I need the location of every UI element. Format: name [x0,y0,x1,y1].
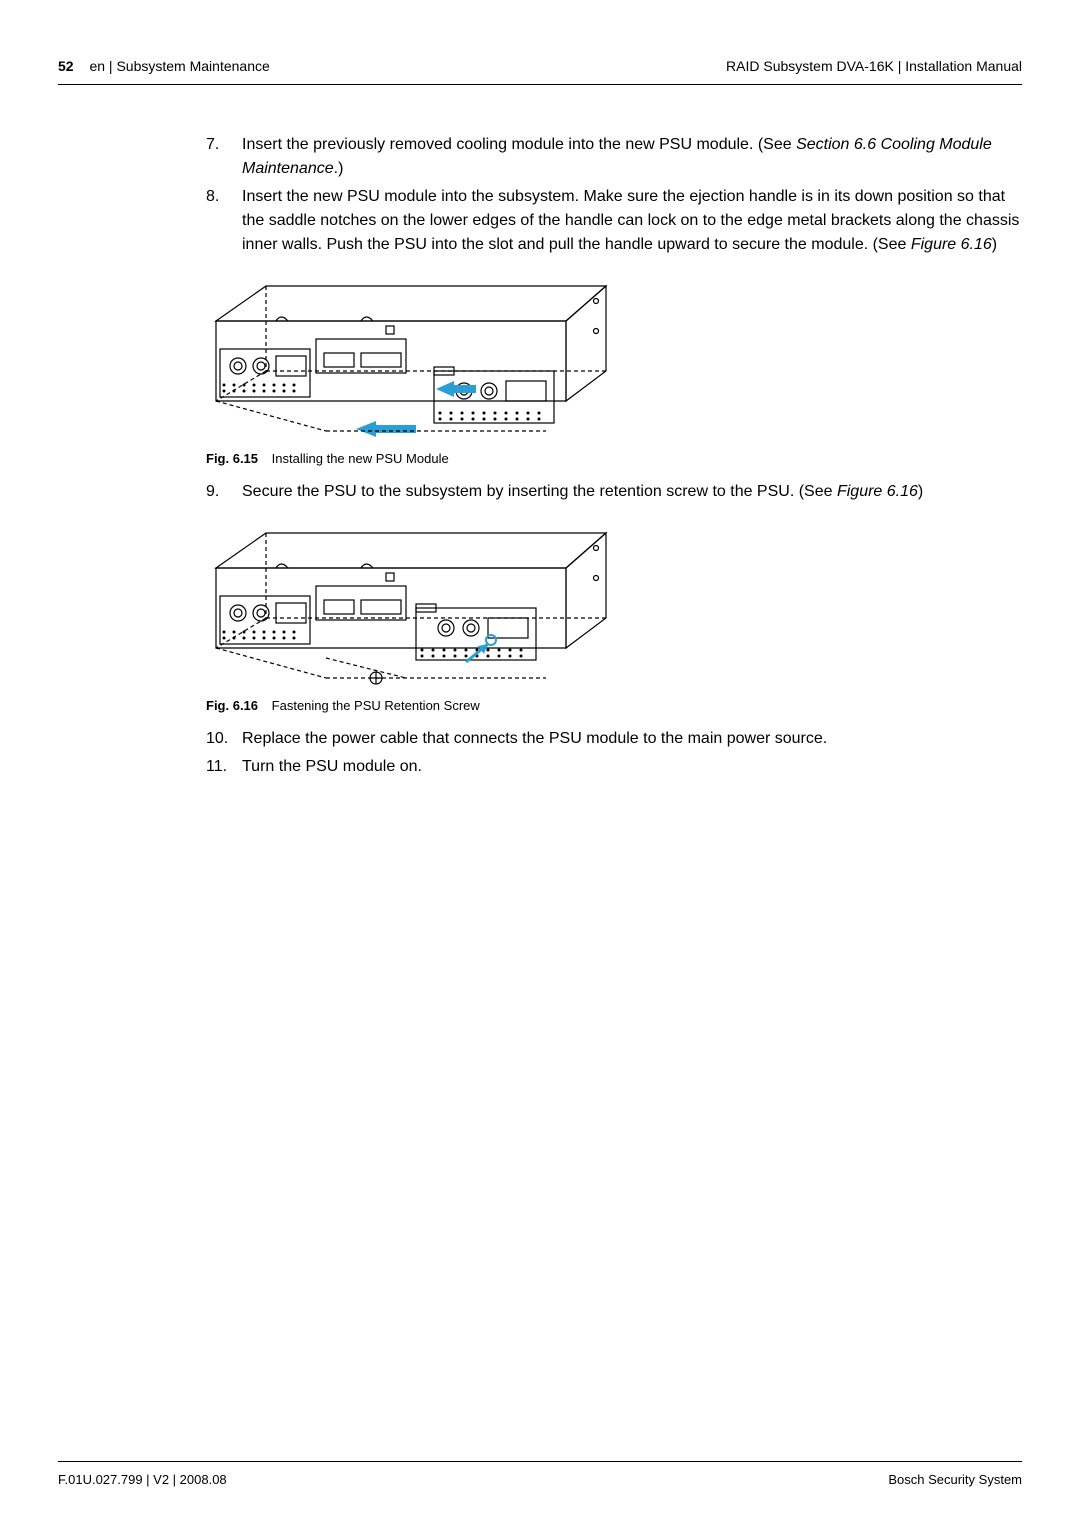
step-11: 11. Turn the PSU module on. [206,755,1022,779]
section-path: en | Subsystem Maintenance [89,58,269,74]
step-text: Insert the new PSU module into the subsy… [242,185,1022,257]
footer-right: Bosch Security System [888,1472,1022,1487]
step-number: 9. [206,480,242,504]
step-number: 11. [206,755,242,779]
header-right: RAID Subsystem DVA-16K | Installation Ma… [726,58,1022,74]
step-number: 8. [206,185,242,257]
step-8: 8. Insert the new PSU module into the su… [206,185,1022,257]
cross-reference: Figure 6.16 [837,483,918,500]
step-9: 9. Secure the PSU to the subsystem by in… [206,480,1022,504]
cross-reference: Figure 6.16 [911,236,992,253]
step-7: 7. Insert the previously removed cooling… [206,133,1022,181]
step-text: Secure the PSU to the subsystem by inser… [242,480,1022,504]
document-page: 52 en | Subsystem Maintenance RAID Subsy… [0,0,1080,1527]
footer-left: F.01U.027.799 | V2 | 2008.08 [58,1472,227,1487]
step-number: 7. [206,133,242,181]
step-text: Replace the power cable that connects th… [242,727,1022,751]
page-footer: F.01U.027.799 | V2 | 2008.08 Bosch Secur… [58,1461,1022,1487]
figure-caption-text: Fastening the PSU Retention Screw [272,698,480,713]
figure-6-16 [206,518,1022,688]
step-text: Insert the previously removed cooling mo… [242,133,1022,181]
page-number: 52 [58,58,74,74]
figure-caption: Fig. 6.15 Installing the new PSU Module [206,451,1022,466]
psu-screw-diagram [206,518,626,688]
header-left: 52 en | Subsystem Maintenance [58,58,270,74]
figure-label: Fig. 6.15 [206,451,258,466]
page-content: 7. Insert the previously removed cooling… [58,133,1022,1461]
page-header: 52 en | Subsystem Maintenance RAID Subsy… [58,58,1022,85]
figure-label: Fig. 6.16 [206,698,258,713]
step-10: 10. Replace the power cable that connect… [206,727,1022,751]
figure-caption-text: Installing the new PSU Module [272,451,449,466]
psu-install-diagram [206,271,626,441]
figure-6-15 [206,271,1022,441]
step-text: Turn the PSU module on. [242,755,1022,779]
figure-caption: Fig. 6.16 Fastening the PSU Retention Sc… [206,698,1022,713]
step-number: 10. [206,727,242,751]
